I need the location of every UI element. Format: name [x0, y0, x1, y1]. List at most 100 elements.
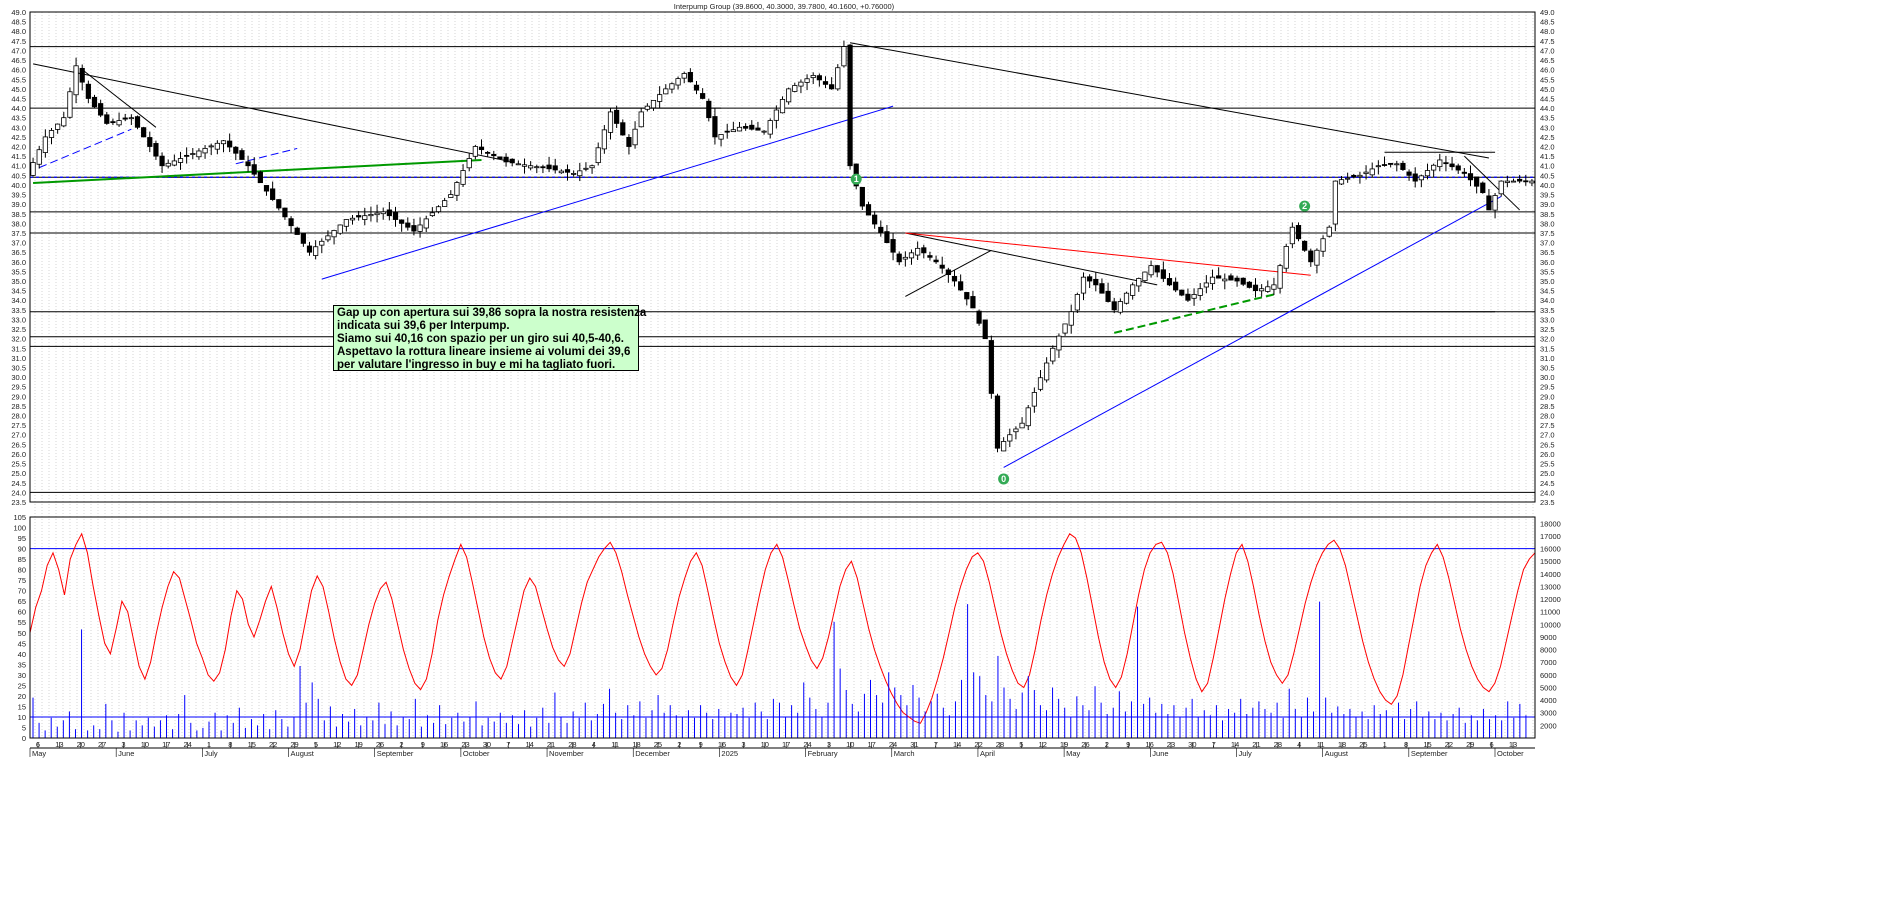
candle-up — [908, 252, 915, 259]
candle-up — [1369, 168, 1375, 176]
candle-up — [472, 146, 478, 157]
volume-tick: 17000 — [1540, 532, 1561, 541]
day-label: 7 — [934, 740, 938, 749]
candle-down — [399, 219, 405, 224]
day-label: 10 — [846, 740, 854, 749]
candle-up — [368, 214, 374, 217]
day-label: 30 — [483, 740, 491, 749]
candle-up — [902, 256, 908, 260]
candle-down — [970, 296, 976, 309]
candle-down — [1449, 163, 1455, 168]
price-tick-left: 32.0 — [11, 335, 26, 344]
candle-up — [1074, 294, 1080, 311]
price-tick-left: 45.0 — [11, 85, 26, 94]
volume-tick: 18000 — [1540, 519, 1561, 528]
day-label: 24 — [183, 740, 191, 749]
candle-down — [1381, 164, 1388, 166]
candle-up — [1001, 441, 1007, 452]
price-tick-left: 36.0 — [11, 258, 26, 267]
candle-up — [190, 153, 196, 155]
candle-down — [822, 81, 829, 85]
blue-trendline — [235, 147, 298, 165]
day-label: 21 — [1252, 740, 1260, 749]
day-label: 7 — [1212, 740, 1216, 749]
candle-down — [816, 75, 822, 81]
month-label: May — [32, 749, 46, 758]
price-tick-right: 46.0 — [1540, 66, 1555, 75]
day-label: 8 — [1404, 740, 1408, 749]
candle-down — [693, 84, 700, 91]
candle-down — [239, 150, 245, 160]
price-tick-right: 31.5 — [1540, 344, 1555, 353]
candle-down — [1216, 275, 1222, 279]
day-label: 17 — [782, 740, 790, 749]
candle-up — [1529, 180, 1535, 184]
day-label: 26 — [1081, 740, 1089, 749]
candle-down — [933, 259, 939, 263]
candle-down — [1087, 276, 1093, 282]
candle-down — [1246, 281, 1252, 288]
price-tick-right: 34.0 — [1540, 296, 1555, 305]
day-label: 28 — [996, 740, 1004, 749]
candle-up — [1148, 265, 1154, 276]
price-tick-right: 35.0 — [1540, 277, 1555, 286]
price-tick-right: 29.0 — [1540, 392, 1555, 401]
candle-up — [1209, 276, 1216, 285]
volume-tick: 5000 — [1540, 683, 1557, 692]
candle-up — [214, 142, 220, 150]
candle-down — [1160, 269, 1166, 279]
candle-up — [1492, 195, 1498, 211]
volume-tick: 11000 — [1540, 608, 1560, 617]
day-label: 7 — [506, 740, 510, 749]
day-label: 11 — [1317, 740, 1325, 749]
day-label: 9 — [421, 740, 425, 749]
price-tick-right: 27.0 — [1540, 431, 1555, 440]
candle-up — [1314, 249, 1320, 266]
oscillator-tick: 85 — [18, 555, 26, 564]
price-tick-left: 35.5 — [11, 267, 26, 276]
price-tick-left: 40.5 — [11, 171, 26, 180]
day-label: 24 — [889, 740, 897, 749]
candle-down — [233, 146, 239, 154]
month-label: April — [980, 749, 995, 758]
candle-down — [687, 72, 693, 83]
month-label: August — [1325, 749, 1349, 758]
candle-up — [589, 165, 595, 169]
candle-up — [325, 235, 331, 241]
oscillator-tick: 30 — [18, 671, 26, 680]
price-tick-left: 43.0 — [11, 123, 26, 132]
price-tick-left: 30.5 — [11, 363, 26, 372]
price-tick-left: 33.5 — [11, 306, 26, 315]
day-label: 10 — [761, 740, 769, 749]
candle-up — [1394, 163, 1400, 166]
x-axis-labels: 6 13 20 27 3 10 17 24 1 8 15 22 29 5 12 19 26 2 9 16 23 30 7 14… — [29, 740, 1524, 758]
black-trendline — [81, 69, 157, 128]
candle-up — [42, 136, 48, 153]
count-marker-label: 2 — [1302, 201, 1307, 211]
candle-down — [1486, 195, 1492, 211]
candle-up — [1437, 159, 1443, 168]
volume-tick: 10000 — [1540, 620, 1561, 629]
candle-down — [1185, 293, 1191, 301]
day-label: 4 — [1297, 740, 1301, 749]
price-tick-right: 23.5 — [1540, 498, 1555, 507]
candle-down — [755, 127, 761, 131]
candle-up — [767, 120, 773, 135]
candle-up — [1117, 301, 1123, 313]
candle-down — [184, 154, 190, 157]
candle-down — [509, 158, 515, 164]
candle-up — [1504, 180, 1510, 183]
candle-up — [1289, 226, 1295, 245]
candle-up — [835, 67, 841, 90]
day-label: 16 — [440, 740, 448, 749]
oscillator-tick: 80 — [18, 566, 26, 575]
candle-down — [546, 164, 552, 170]
oscillator-panel — [29, 532, 1536, 724]
candle-down — [282, 207, 288, 218]
day-label: 25 — [1359, 740, 1367, 749]
candle-down — [927, 255, 933, 258]
candle-down — [79, 67, 85, 83]
candle-down — [620, 122, 626, 136]
oscillator-tick: 15 — [18, 702, 26, 711]
day-label: 3 — [741, 740, 745, 749]
